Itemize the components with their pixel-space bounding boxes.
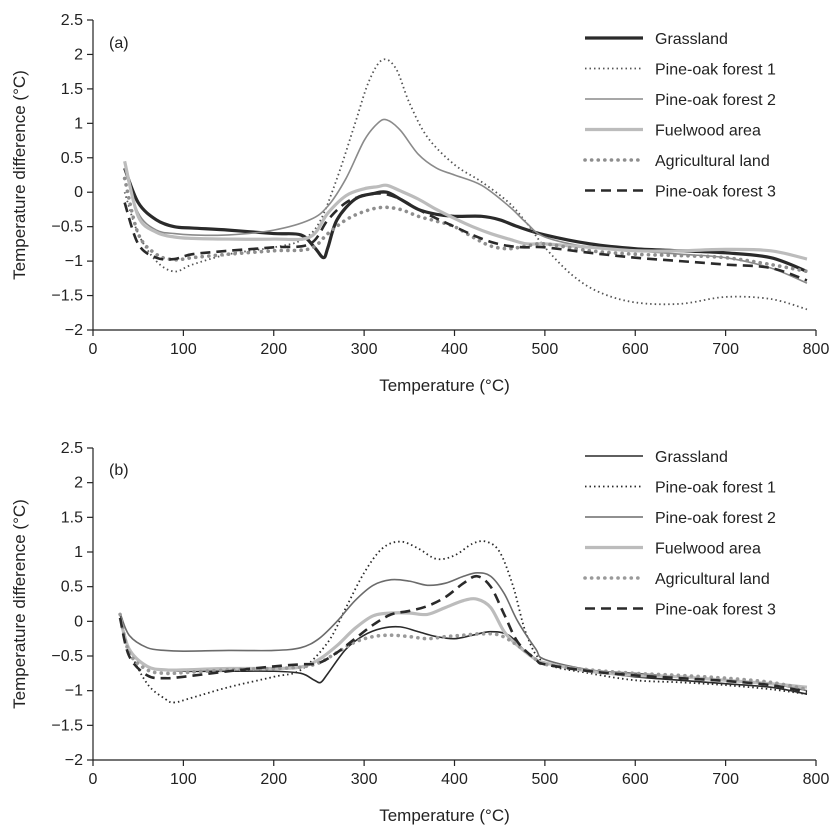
x-tick-label: 200 bbox=[260, 341, 287, 358]
y-tick-label: −2 bbox=[65, 322, 83, 339]
series-line-agricultural-land bbox=[122, 176, 809, 274]
x-tick-label: 800 bbox=[803, 341, 830, 358]
legend-label: Pine-oak forest 3 bbox=[655, 602, 776, 619]
legend-label: Agricultural land bbox=[655, 153, 770, 170]
x-tick-label: 100 bbox=[170, 771, 197, 788]
y-tick-label: 1 bbox=[74, 115, 83, 132]
x-axis-title: Temperature (°C) bbox=[379, 376, 510, 395]
y-tick-label: 2 bbox=[74, 46, 83, 63]
legend-label: Fuelwood area bbox=[655, 541, 761, 558]
x-tick-label: 100 bbox=[170, 341, 197, 358]
y-tick-label: −1 bbox=[65, 683, 83, 700]
x-tick-label: 600 bbox=[622, 771, 649, 788]
y-tick-label: 0.5 bbox=[61, 579, 83, 596]
y-tick-label: −2 bbox=[65, 752, 83, 769]
y-tick-label: 2.5 bbox=[61, 12, 83, 29]
x-tick-label: 300 bbox=[351, 341, 378, 358]
x-tick-label: 300 bbox=[351, 771, 378, 788]
legend-label: Agricultural land bbox=[655, 571, 770, 588]
y-axis-title: Temperature difference (°C) bbox=[10, 499, 29, 709]
series-line-pine-oak-forest-3 bbox=[118, 574, 808, 694]
y-tick-label: −0.5 bbox=[51, 219, 83, 236]
legend-label: Pine-oak forest 2 bbox=[655, 510, 776, 527]
y-tick-label: −0.5 bbox=[51, 648, 83, 665]
series-line-pine-oak-forest-2 bbox=[119, 572, 808, 692]
series-line-agricultural-land bbox=[118, 612, 809, 692]
panel-label: (a) bbox=[109, 35, 129, 52]
y-tick-label: 2.5 bbox=[61, 440, 83, 457]
y-tick-label: 1.5 bbox=[61, 81, 83, 98]
x-tick-label: 600 bbox=[622, 341, 649, 358]
legend-label: Pine-oak forest 1 bbox=[655, 480, 776, 497]
y-tick-label: −1.5 bbox=[51, 717, 83, 734]
series-line-grassland bbox=[123, 167, 808, 273]
legend-label: Fuelwood area bbox=[655, 123, 761, 140]
y-tick-label: −1.5 bbox=[51, 288, 83, 305]
x-tick-label: 700 bbox=[712, 771, 739, 788]
y-tick-label: −1 bbox=[65, 253, 83, 270]
series-line-pine-oak-forest-3 bbox=[123, 192, 808, 282]
x-tick-label: 200 bbox=[260, 771, 287, 788]
y-tick-label: 0.5 bbox=[61, 150, 83, 167]
x-tick-label: 0 bbox=[89, 771, 98, 788]
legend-label: Pine-oak forest 1 bbox=[655, 62, 776, 79]
x-tick-label: 400 bbox=[441, 771, 468, 788]
x-tick-label: 400 bbox=[441, 341, 468, 358]
x-tick-label: 500 bbox=[532, 341, 559, 358]
y-tick-label: 0 bbox=[74, 613, 83, 630]
legend-label: Pine-oak forest 3 bbox=[655, 184, 776, 201]
x-tick-label: 0 bbox=[89, 341, 98, 358]
legend-label: Grassland bbox=[655, 449, 728, 466]
y-axis-title: Temperature difference (°C) bbox=[10, 70, 29, 280]
series-line-fuelwood-area bbox=[123, 160, 808, 261]
y-tick-label: 0 bbox=[74, 184, 83, 201]
y-tick-label: 1.5 bbox=[61, 509, 83, 526]
x-axis-title: Temperature (°C) bbox=[379, 806, 510, 825]
y-tick-label: 1 bbox=[74, 544, 83, 561]
chart-panel-a: −2 −1.5 −1 −0.5 0 0.5 1 1.5 2 2.5 0 100 200 300 400 500… bbox=[10, 12, 829, 395]
series-line-grassland bbox=[119, 614, 808, 695]
legend-label: Pine-oak forest 2 bbox=[655, 92, 776, 109]
panel-label: (b) bbox=[109, 462, 129, 479]
x-tick-label: 500 bbox=[532, 771, 559, 788]
y-tick-label: 2 bbox=[74, 475, 83, 492]
chart-panel-b: −2 −1.5 −1 −0.5 0 0.5 1 1.5 2 2.5 0 100 200 300 400 500… bbox=[10, 440, 829, 825]
legend-label: Grassland bbox=[655, 31, 728, 48]
x-tick-label: 700 bbox=[712, 341, 739, 358]
series-line-pine-oak-forest-1 bbox=[123, 58, 808, 311]
x-tick-label: 800 bbox=[803, 771, 830, 788]
series-line-pine-oak-forest-2 bbox=[123, 118, 808, 284]
